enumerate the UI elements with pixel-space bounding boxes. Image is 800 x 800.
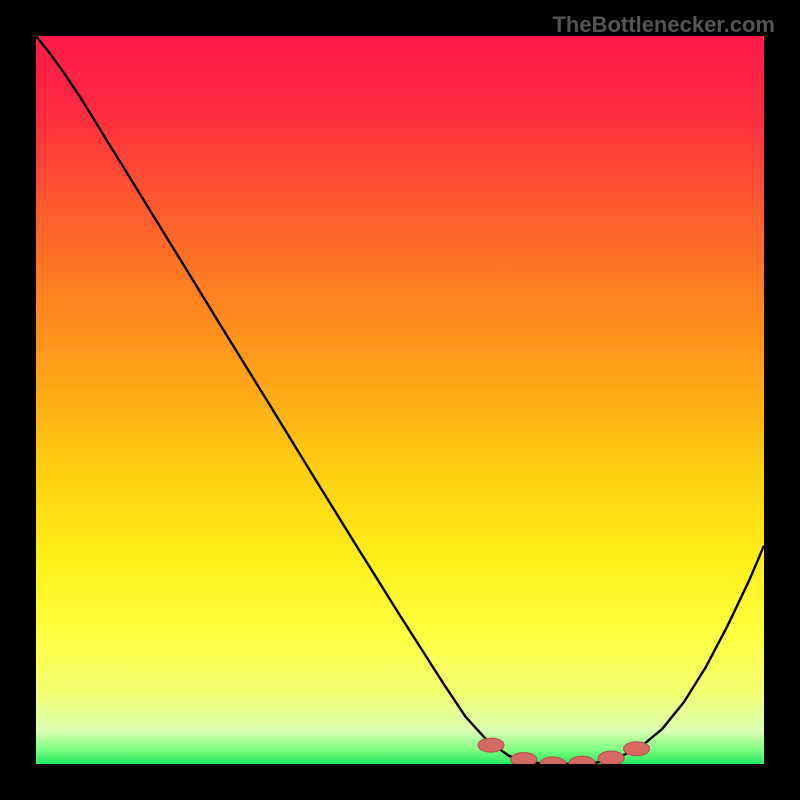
gradient-background	[36, 36, 764, 764]
watermark-text: TheBottlenecker.com	[552, 12, 775, 38]
curve-marker	[478, 738, 504, 752]
chart-container: TheBottlenecker.com	[0, 0, 800, 800]
curve-marker	[598, 751, 624, 764]
plot-area	[36, 36, 764, 764]
curve-marker	[511, 753, 537, 764]
chart-svg	[36, 36, 764, 764]
curve-marker	[624, 742, 650, 756]
